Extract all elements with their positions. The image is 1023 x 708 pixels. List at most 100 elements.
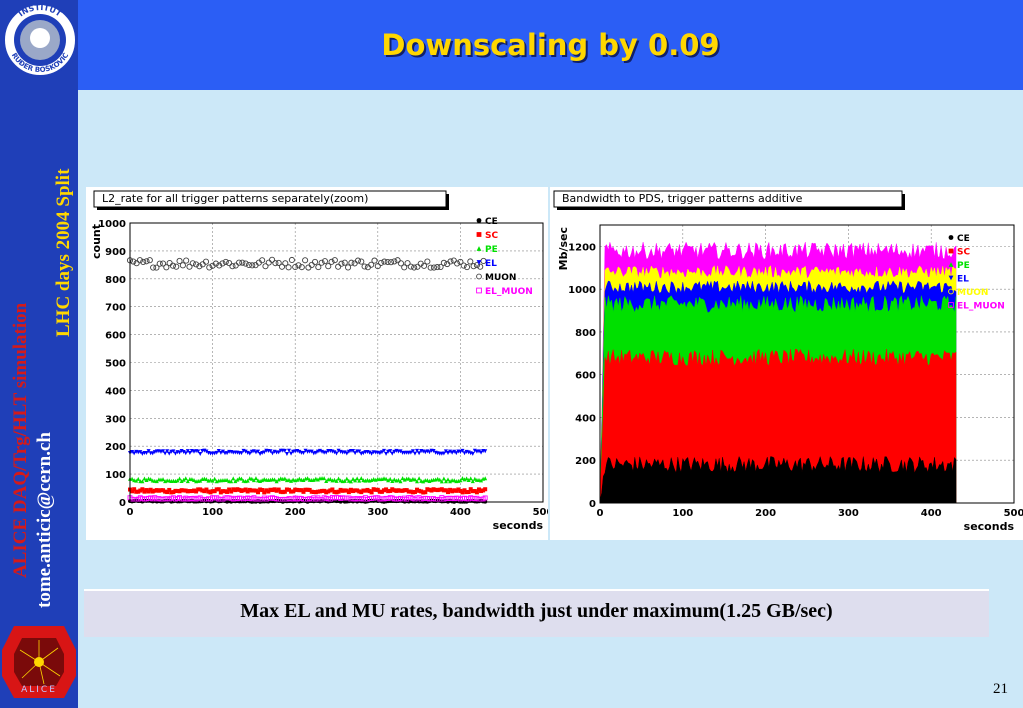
data-point [948, 248, 954, 254]
chart-title-box [93, 190, 447, 208]
data-point [353, 451, 358, 456]
data-point [394, 257, 401, 264]
x-tick-label: 500 [1004, 508, 1023, 519]
data-point [476, 232, 482, 237]
x-axis-label: seconds [964, 520, 1015, 533]
data-point [464, 476, 469, 481]
series-sc [128, 487, 488, 495]
data-point [280, 490, 285, 495]
data-point [235, 477, 240, 482]
data-point [309, 449, 314, 454]
data-point [476, 449, 481, 454]
data-point [948, 235, 954, 240]
data-point [431, 487, 436, 492]
data-point [483, 449, 488, 454]
data-point [437, 263, 444, 270]
data-point [183, 488, 188, 493]
data-point [167, 451, 172, 456]
data-point [158, 488, 163, 493]
data-point [348, 487, 353, 492]
data-point [367, 489, 372, 494]
data-point [239, 259, 246, 266]
data-point [272, 487, 277, 492]
data-point [216, 449, 221, 454]
data-point [450, 450, 455, 455]
data-point [466, 477, 471, 482]
data-point [386, 478, 391, 483]
data-point [262, 490, 267, 495]
data-point [423, 490, 428, 495]
data-point [468, 476, 473, 481]
data-point [322, 488, 327, 493]
data-point [446, 477, 451, 482]
data-point [284, 487, 289, 492]
data-point [448, 449, 453, 454]
data-point [276, 450, 281, 455]
data-point [353, 478, 358, 483]
y-tick-label: 800 [105, 275, 126, 286]
data-point [431, 449, 436, 454]
data-point [325, 263, 332, 270]
data-point [437, 477, 442, 482]
data-point [175, 488, 180, 493]
data-point [216, 262, 223, 269]
data-point [136, 257, 143, 264]
data-point [176, 257, 183, 265]
l2-rate-chart: L2_rate for all trigger patterns separat… [90, 190, 553, 532]
data-point [169, 262, 177, 269]
data-point [247, 451, 252, 456]
data-point [249, 488, 254, 493]
data-point [443, 479, 448, 484]
data-point [218, 450, 223, 455]
data-point [311, 258, 319, 266]
data-point [462, 451, 467, 456]
data-point [210, 489, 215, 494]
data-point [434, 264, 441, 271]
data-point [336, 476, 341, 481]
data-point [430, 264, 438, 271]
data-point [452, 449, 457, 454]
data-point [235, 487, 240, 492]
data-point [193, 261, 200, 268]
data-point [361, 488, 366, 493]
data-point [311, 477, 316, 482]
data-point [251, 488, 256, 493]
data-point [272, 260, 279, 267]
data-point [353, 488, 358, 493]
sidebar-email: tome.anticic@cern.ch [34, 432, 55, 608]
data-point [177, 489, 182, 494]
data-point [483, 476, 488, 481]
data-point [948, 275, 954, 281]
data-point [359, 490, 364, 495]
data-point [179, 262, 186, 269]
data-point [301, 478, 306, 483]
data-point [140, 487, 145, 492]
data-point [214, 450, 219, 455]
data-point [448, 487, 453, 492]
data-point [229, 489, 234, 494]
data-point [392, 477, 397, 482]
page-number: 21 [993, 681, 1008, 697]
data-point [315, 477, 320, 482]
legend-label: EL [485, 259, 497, 269]
data-point [247, 487, 252, 492]
data-point [392, 449, 397, 454]
data-point [408, 489, 413, 494]
data-point [181, 488, 186, 493]
data-point [274, 488, 279, 493]
data-point [152, 488, 157, 493]
data-point [400, 476, 405, 481]
data-point [249, 262, 256, 269]
data-point [200, 488, 205, 493]
data-point [204, 477, 209, 482]
data-point [344, 451, 349, 456]
x-tick-label: 300 [838, 508, 859, 519]
data-point [318, 259, 325, 266]
data-point [218, 490, 223, 495]
chart-title: Bandwidth to PDS, trigger patterns addit… [562, 192, 803, 205]
data-point [289, 489, 294, 494]
data-point [173, 451, 178, 456]
data-point [435, 488, 440, 493]
data-point [344, 488, 349, 493]
data-point [446, 490, 451, 495]
